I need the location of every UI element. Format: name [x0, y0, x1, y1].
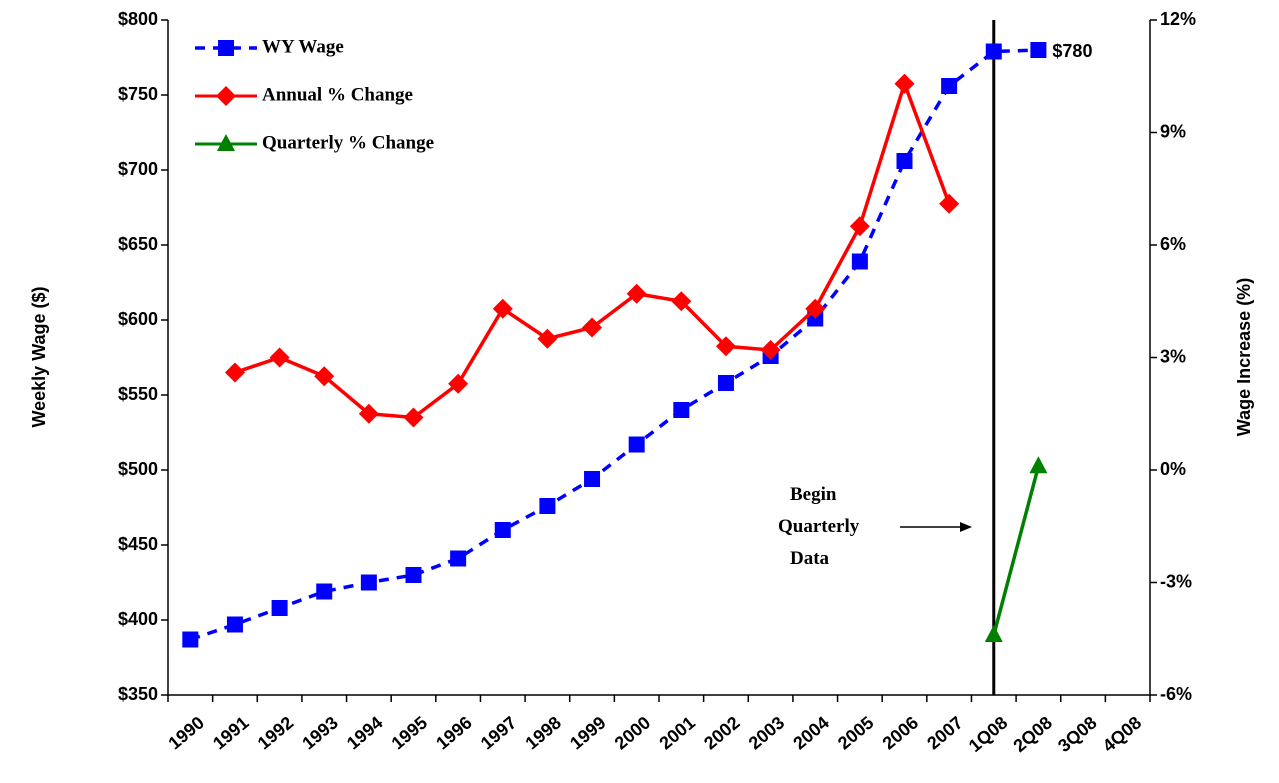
- y2-tick-label: -6%: [1160, 684, 1192, 704]
- point: [182, 631, 199, 648]
- legend-label: Annual % Change: [262, 84, 413, 105]
- y2-tick-label: -3%: [1160, 571, 1192, 591]
- x-tick-label: 1991: [209, 712, 253, 753]
- x-tick-label: 1992: [254, 712, 298, 753]
- x-tick-label: 2000: [611, 712, 655, 753]
- x-tick-label: 3Q08: [1054, 712, 1101, 756]
- x-tick-label: 4Q08: [1099, 712, 1146, 756]
- point: [1030, 42, 1047, 58]
- point: [494, 522, 511, 538]
- x-tick-label: 2001: [655, 712, 699, 753]
- y-tick-label: $450: [118, 534, 158, 554]
- x-tick-label: 1995: [388, 712, 432, 753]
- point: [939, 193, 960, 214]
- x-tick-label: 2Q08: [1009, 712, 1056, 756]
- point: [492, 298, 513, 319]
- y-tick-label: $350: [118, 684, 158, 704]
- annotation-arrowhead: [960, 522, 972, 532]
- point: [358, 403, 379, 424]
- legend-label: WY Wage: [262, 36, 344, 57]
- legend-label: Quarterly % Change: [262, 132, 434, 153]
- point: [626, 283, 647, 304]
- x-tick-label: 1998: [522, 712, 566, 753]
- x-tick-label: 1997: [477, 712, 521, 753]
- legend-marker: [218, 40, 234, 56]
- point: [896, 153, 913, 169]
- point: [671, 291, 692, 312]
- point: [984, 625, 1003, 642]
- y-tick-label: $700: [118, 159, 158, 179]
- y2-tick-label: 6%: [1160, 234, 1186, 254]
- x-tick-label: 2006: [879, 712, 923, 753]
- x-tick-label: 2003: [745, 712, 789, 753]
- point: [539, 498, 556, 514]
- point: [405, 567, 422, 583]
- point: [851, 253, 868, 270]
- y-tick-label: $650: [118, 234, 158, 254]
- y-tick-label: $400: [118, 609, 158, 629]
- y-axis-label: Weekly Wage ($): [29, 286, 49, 427]
- point: [537, 328, 558, 349]
- legend-marker: [216, 86, 236, 106]
- y-tick-label: $550: [118, 384, 158, 404]
- point: [717, 375, 734, 391]
- y2-axis-label: Wage Increase (%): [1234, 278, 1254, 436]
- point: [985, 43, 1002, 60]
- y2-tick-label: 12%: [1160, 9, 1196, 29]
- y-tick-label: $800: [118, 9, 158, 29]
- point: [1029, 456, 1048, 474]
- y2-tick-label: 0%: [1160, 459, 1186, 479]
- point: [448, 373, 469, 394]
- x-tick-label: 2002: [700, 712, 744, 753]
- point: [360, 574, 377, 591]
- x-tick-label: 1Q08: [965, 712, 1012, 756]
- point: [715, 336, 736, 357]
- x-tick-label: 2007: [923, 712, 967, 753]
- point: [314, 366, 335, 387]
- x-tick-label: 1996: [432, 712, 476, 753]
- x-tick-label: 2005: [834, 712, 878, 753]
- point: [403, 407, 424, 428]
- data-label: $780: [1052, 41, 1092, 61]
- point: [584, 471, 601, 487]
- x-tick-label: 1994: [343, 712, 387, 753]
- point: [582, 317, 603, 338]
- x-tick-label: 1990: [164, 712, 208, 753]
- y-tick-label: $500: [118, 459, 158, 479]
- point: [269, 347, 290, 368]
- point: [673, 402, 690, 418]
- annotation: Begin Quarterly Data: [778, 484, 860, 569]
- point: [316, 583, 333, 600]
- legend-marker: [217, 134, 235, 151]
- x-tick-label: 1993: [298, 712, 342, 753]
- point: [849, 216, 870, 237]
- point: [450, 550, 467, 567]
- point: [271, 600, 288, 616]
- y2-tick-label: 9%: [1160, 121, 1186, 141]
- point: [941, 78, 958, 94]
- point: [894, 73, 915, 94]
- x-tick-label: 2004: [789, 712, 833, 753]
- y2-tick-label: 3%: [1160, 346, 1186, 366]
- point: [628, 436, 645, 453]
- series-line: [992, 465, 1041, 636]
- point: [226, 616, 243, 633]
- point: [805, 298, 826, 319]
- x-tick-label: 1999: [566, 712, 610, 753]
- point: [760, 340, 781, 360]
- y-tick-label: $600: [118, 309, 158, 329]
- y-tick-label: $750: [118, 84, 158, 104]
- point: [224, 362, 245, 383]
